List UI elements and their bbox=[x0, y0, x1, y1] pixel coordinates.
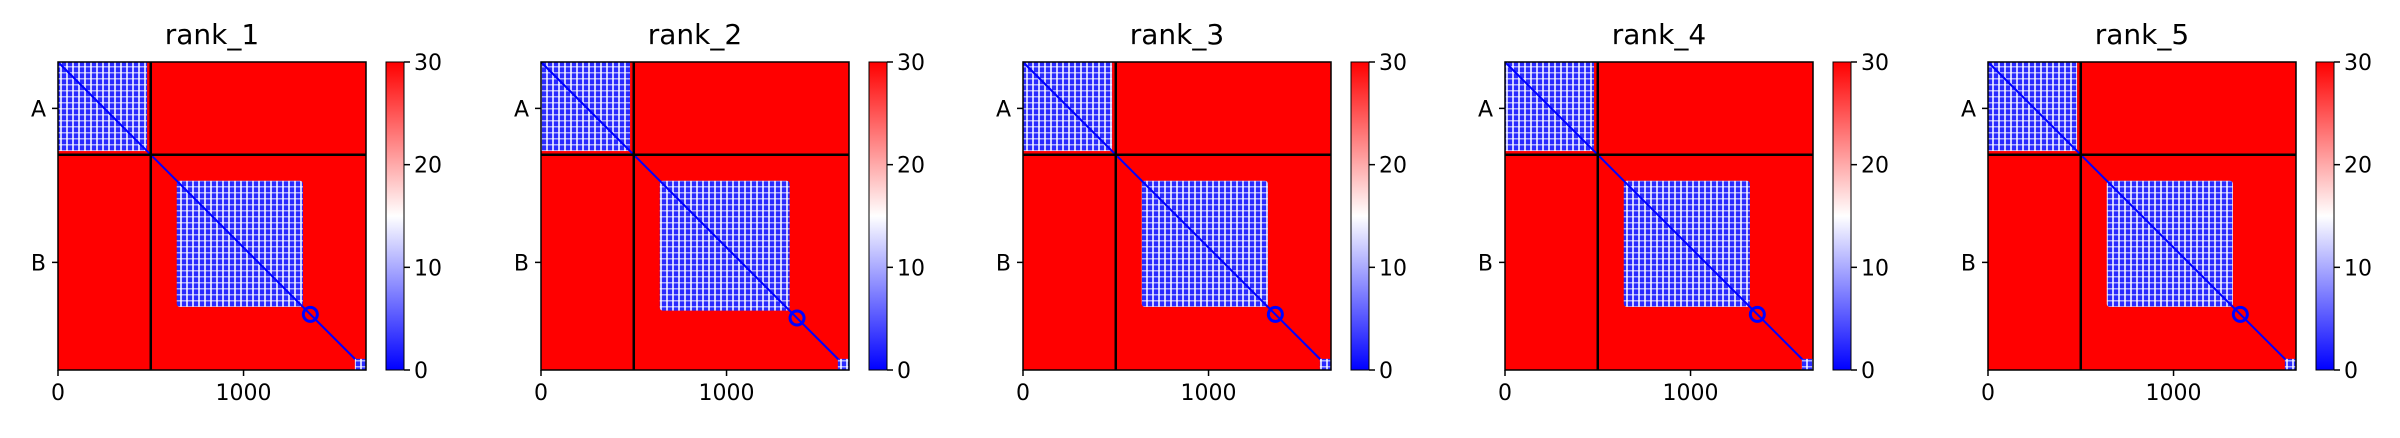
colorbar bbox=[2315, 61, 2335, 371]
colorbar bbox=[1832, 61, 1852, 371]
colorbar-tick-label: 0 bbox=[2344, 359, 2358, 384]
x-tick-label: 1000 bbox=[1663, 381, 1719, 406]
colorbar-tick-label: 30 bbox=[2344, 51, 2372, 76]
panel-title: rank_2 bbox=[648, 18, 742, 51]
heatmap-frame bbox=[1987, 61, 2297, 371]
y-tick-label: B bbox=[514, 251, 529, 276]
colorbar-tick-label: 30 bbox=[414, 51, 442, 76]
y-tick-label: B bbox=[31, 251, 46, 276]
colorbar-tick-label: 0 bbox=[1379, 359, 1393, 384]
panel-title: rank_5 bbox=[2095, 18, 2189, 51]
x-tick-label: 0 bbox=[51, 381, 65, 406]
colorbar-tick-label: 10 bbox=[1861, 256, 1889, 281]
heatmap-frame bbox=[540, 61, 850, 371]
y-tick-label: B bbox=[1961, 251, 1976, 276]
tail-domain-mark bbox=[788, 309, 806, 327]
terminal-domain-mark bbox=[837, 358, 849, 370]
heatmap-frame bbox=[1022, 61, 1332, 371]
heatmap-frame bbox=[57, 61, 367, 371]
y-tick-label: B bbox=[996, 251, 1011, 276]
diagonal-line bbox=[540, 61, 850, 371]
colorbar-tick-label: 20 bbox=[2344, 154, 2372, 179]
x-tick-label: 0 bbox=[1981, 381, 1995, 406]
y-tick-label: A bbox=[996, 97, 1011, 122]
tail-domain-mark bbox=[301, 305, 319, 323]
heatmap-frame bbox=[1504, 61, 1814, 371]
colorbar bbox=[385, 61, 405, 371]
x-tick-label: 0 bbox=[534, 381, 548, 406]
y-tick-label: A bbox=[31, 97, 46, 122]
colorbar-tick-label: 20 bbox=[414, 154, 442, 179]
y-tick-label: A bbox=[514, 97, 529, 122]
tail-domain-mark bbox=[2231, 305, 2249, 323]
x-tick-label: 1000 bbox=[2146, 381, 2202, 406]
colorbar-tick-label: 30 bbox=[1379, 51, 1407, 76]
x-tick-label: 0 bbox=[1498, 381, 1512, 406]
heatmap-panel: rank_3 A B 0 1000 0 10 20 30 bbox=[996, 18, 1407, 406]
tail-domain-mark bbox=[1748, 305, 1766, 323]
panel-title: rank_1 bbox=[165, 18, 259, 51]
colorbar-tick-label: 20 bbox=[1861, 154, 1889, 179]
colorbar-tick-label: 30 bbox=[1861, 51, 1889, 76]
terminal-domain-mark bbox=[354, 358, 366, 370]
heatmap-panel: rank_5 A B 0 1000 0 10 20 30 bbox=[1961, 18, 2372, 406]
x-tick-label: 1000 bbox=[216, 381, 272, 406]
colorbar-tick-label: 10 bbox=[897, 256, 925, 281]
x-tick-label: 1000 bbox=[1181, 381, 1237, 406]
panel-title: rank_4 bbox=[1612, 18, 1706, 51]
colorbar-tick-label: 30 bbox=[897, 51, 925, 76]
colorbar-tick-label: 0 bbox=[1861, 359, 1875, 384]
terminal-domain-mark bbox=[1801, 358, 1813, 370]
x-tick-label: 1000 bbox=[699, 381, 755, 406]
colorbar-tick-label: 20 bbox=[897, 154, 925, 179]
x-tick-label: 0 bbox=[1016, 381, 1030, 406]
y-tick-label: B bbox=[1478, 251, 1493, 276]
terminal-domain-mark bbox=[1319, 358, 1331, 370]
tail-domain-mark bbox=[1266, 305, 1284, 323]
heatmap-panel: rank_1 A B 0 1000 0 10 20 30 bbox=[31, 18, 442, 406]
colorbar-tick-label: 10 bbox=[414, 256, 442, 281]
y-tick-label: A bbox=[1961, 97, 1976, 122]
colorbar bbox=[868, 61, 888, 371]
colorbar-tick-label: 10 bbox=[2344, 256, 2372, 281]
colorbar-tick-label: 0 bbox=[897, 359, 911, 384]
colorbar bbox=[1350, 61, 1370, 371]
colorbar-tick-label: 20 bbox=[1379, 154, 1407, 179]
heatmap-panel: rank_4 A B 0 1000 0 10 20 30 bbox=[1478, 18, 1889, 406]
heatmap-panel: rank_2 A B 0 1000 0 10 20 30 bbox=[514, 18, 925, 406]
panel-title: rank_3 bbox=[1130, 18, 1224, 51]
y-tick-label: A bbox=[1478, 97, 1493, 122]
colorbar-tick-label: 0 bbox=[414, 359, 428, 384]
terminal-domain-mark bbox=[2284, 358, 2296, 370]
colorbar-tick-label: 10 bbox=[1379, 256, 1407, 281]
